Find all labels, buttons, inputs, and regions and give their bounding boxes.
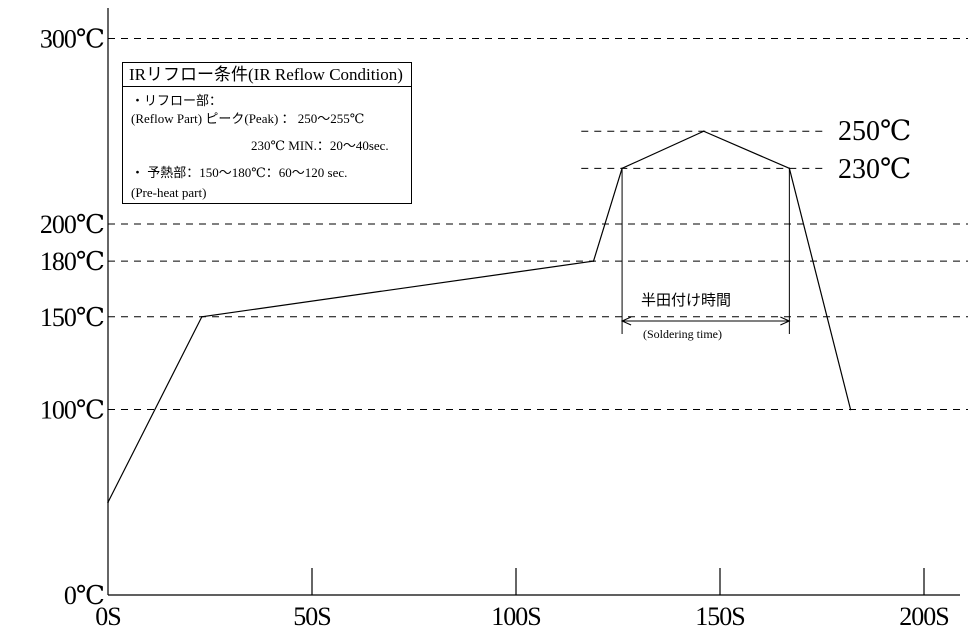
data-point-2	[592, 260, 595, 262]
data-point-6	[849, 408, 852, 411]
peak-250-label: 250℃	[838, 116, 911, 147]
legend-reflow-part-heading: ・リフロー部：	[131, 93, 223, 108]
y-tick-label-100: 100℃	[40, 396, 104, 425]
y-tick-label-200: 200℃	[40, 210, 104, 239]
soldering-arrowhead-left	[620, 316, 632, 326]
y-tick-label-180: 180℃	[40, 247, 104, 276]
data-point-0	[107, 501, 109, 504]
legend-min-condition: 230℃ MIN.：20～40sec.	[251, 138, 389, 153]
x-tick-label-200: 200S	[899, 602, 948, 631]
x-tick-label-150: 150S	[695, 602, 744, 631]
data-point-4	[702, 130, 705, 133]
reflow-condition-legend: IRリフロー条件(IR Reflow Condition) ・リフロー部： (R…	[122, 62, 412, 204]
axes	[107, 8, 960, 596]
ticks: 0S 50S 100S 150S 200S 0℃ 100℃ 150℃ 180℃ 200℃ 300℃	[40, 25, 950, 632]
soldering-time-marker	[620, 168, 791, 334]
peak-labels: 250℃ 230℃	[838, 116, 911, 185]
legend-peak-condition: (Reflow Part) ピーク(Peak) ： 250～255℃	[131, 111, 365, 126]
x-tick-label-100: 100S	[491, 602, 540, 631]
peak-230-label: 230℃	[838, 154, 911, 185]
soldering-arrowhead-right	[780, 316, 791, 326]
x-tick-label-0: 0S	[95, 602, 120, 631]
soldering-time-label-jp: 半田付け時間	[641, 293, 732, 309]
y-tick-label-150: 150℃	[40, 303, 104, 332]
reference-lines	[108, 38, 968, 410]
y-tick-label-0: 0℃	[64, 581, 104, 610]
data-point-1	[201, 315, 203, 318]
legend-title: IRリフロー条件(IR Reflow Condition)	[123, 63, 411, 87]
soldering-time-label-en: (Soldering time)	[643, 327, 722, 341]
x-tick-label-50: 50S	[293, 602, 330, 631]
legend-preheat-condition: ・ 予熱部：150～180℃：60～120 sec.	[131, 165, 348, 180]
legend-preheat-part: (Pre-heat part)	[131, 185, 207, 200]
y-tick-label-300: 300℃	[40, 25, 104, 54]
